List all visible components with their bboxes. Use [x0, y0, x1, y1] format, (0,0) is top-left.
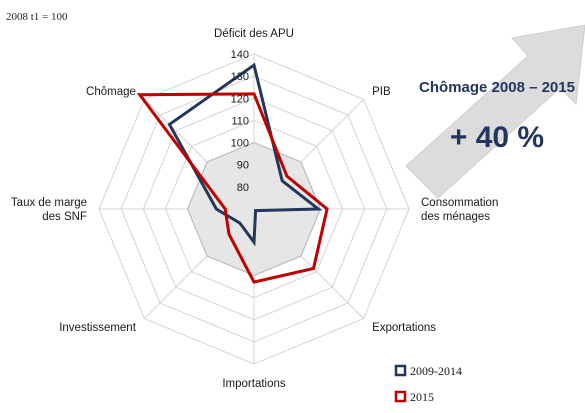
- axis-label: Chômage: [86, 86, 136, 98]
- tick-label: 100: [231, 138, 249, 150]
- legend-label: 2015: [410, 390, 434, 404]
- axis-label: Déficit des APU: [214, 28, 294, 40]
- callout-value: + 40 %: [450, 121, 544, 154]
- radial-tick-labels: 80 90 100 110 120 130 140: [231, 49, 249, 194]
- callout: Chômage 2008 – 2015 + 40 %: [405, 24, 585, 199]
- tick-label: 90: [237, 160, 249, 172]
- legend-label: 2009-2014: [410, 364, 462, 378]
- axis-label: PIB: [372, 86, 391, 98]
- base-note: 2008 t1 = 100: [6, 11, 68, 23]
- growth-arrow-icon: [405, 24, 585, 199]
- axis-label: Consommation des ménages: [421, 197, 498, 223]
- radar-series: [136, 62, 329, 284]
- series-line-2009-2014: [167, 62, 323, 247]
- axis-label: Importations: [222, 378, 286, 390]
- callout-title: Chômage 2008 – 2015: [419, 79, 575, 96]
- tick-label: 120: [231, 93, 249, 105]
- legend-swatch: [394, 364, 407, 377]
- tick-label: 140: [231, 49, 249, 61]
- series-line-2015: [136, 92, 329, 284]
- legend: 2009-2014 2015: [394, 364, 462, 404]
- tick-label: 80: [237, 182, 249, 194]
- axis-labels: Déficit des APU PIB Consommation des ménage…: [11, 28, 498, 390]
- axis-label: Exportations: [372, 322, 436, 334]
- legend-swatch: [394, 390, 407, 403]
- axis-label: Investissement: [59, 322, 137, 334]
- axis-label: Taux de marge des SNF: [11, 197, 87, 223]
- tick-label: 110: [231, 115, 249, 127]
- tick-label: 130: [231, 71, 249, 83]
